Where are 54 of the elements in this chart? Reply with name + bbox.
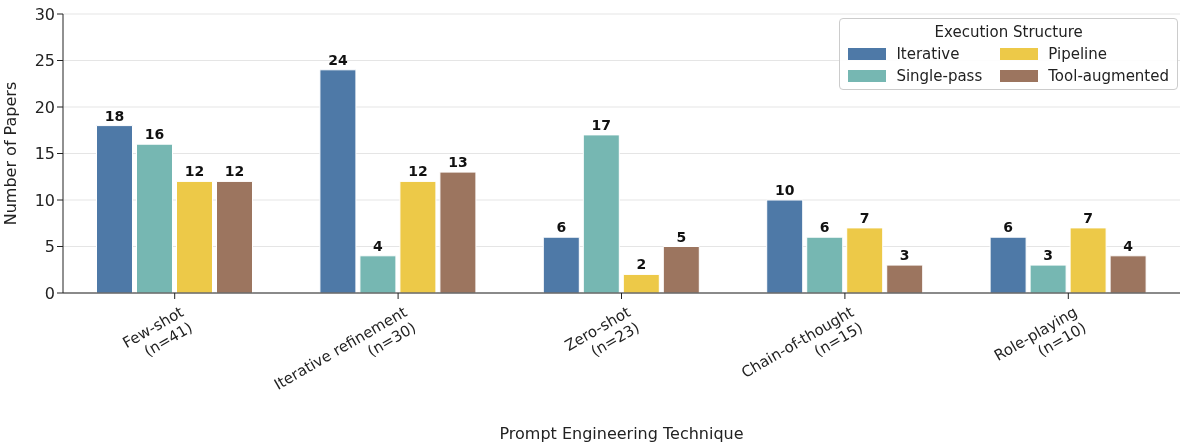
bar (399, 180, 437, 293)
data-label: 3 (1043, 247, 1053, 264)
bar (1029, 264, 1067, 293)
data-label: 5 (676, 228, 687, 245)
bar (176, 180, 214, 293)
bar (662, 246, 700, 293)
y-tick-label: 20 (34, 97, 55, 117)
data-label: 2 (636, 256, 647, 273)
bar (319, 69, 357, 293)
data-label: 7 (859, 209, 870, 226)
bar (886, 264, 924, 293)
y-tick-label: 25 (34, 51, 55, 71)
data-label: 12 (184, 163, 205, 180)
y-tick-label: 5 (44, 237, 55, 257)
data-label: 12 (224, 163, 245, 180)
bar (989, 236, 1027, 293)
data-label: 13 (448, 154, 468, 171)
data-label: 3 (899, 247, 910, 264)
data-label: 10 (774, 182, 795, 198)
data-label: 6 (819, 219, 830, 236)
data-label: 4 (373, 237, 384, 254)
legend-label: Pipeline (1048, 45, 1107, 63)
bar (439, 171, 477, 293)
y-tick-label: 30 (34, 4, 55, 24)
bar (216, 180, 254, 293)
legend-label: Single-pass (896, 67, 983, 85)
data-label: 18 (104, 107, 125, 124)
bar (1109, 255, 1147, 293)
data-label: 24 (328, 51, 348, 68)
y-tick-label: 10 (34, 190, 55, 210)
bar (622, 273, 660, 293)
bar (806, 236, 844, 293)
data-label: 12 (408, 163, 428, 180)
legend-label: Tool-augmented (1048, 67, 1169, 85)
data-label: 6 (1003, 219, 1013, 236)
data-label: 4 (1123, 237, 1134, 254)
y-axis-title: Number of Papers (0, 81, 20, 226)
data-label: 6 (556, 219, 567, 236)
bar (582, 134, 620, 293)
bar (766, 199, 804, 293)
bar (136, 143, 174, 293)
bar (1069, 227, 1107, 293)
y-tick-label: 0 (44, 283, 55, 303)
bar (359, 255, 397, 293)
legend-label: Iterative (896, 45, 960, 63)
bar (542, 236, 580, 293)
data-label: 16 (144, 126, 165, 143)
data-label: 7 (1083, 209, 1093, 226)
legend-title: Execution Structure (933, 23, 1084, 41)
bar (96, 125, 134, 293)
y-tick-label: 15 (34, 144, 55, 164)
bar (846, 227, 884, 293)
data-label: 17 (591, 116, 612, 133)
x-axis-title: Prompt Engineering Technique (499, 424, 744, 443)
